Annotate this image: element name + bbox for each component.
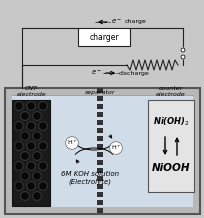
Text: CNT-
electrode: CNT- electrode	[17, 86, 47, 97]
Circle shape	[22, 153, 28, 159]
Text: $e^-$: $e^-$	[90, 68, 102, 77]
Text: H$^+$: H$^+$	[110, 143, 121, 152]
Circle shape	[40, 183, 45, 189]
Circle shape	[16, 123, 22, 129]
Circle shape	[28, 123, 34, 129]
Bar	[96, 104, 102, 109]
Circle shape	[16, 163, 22, 169]
Circle shape	[28, 103, 34, 109]
Bar	[96, 144, 102, 149]
Text: discharge: discharge	[118, 70, 149, 75]
Text: Ni(OH)$_2$: Ni(OH)$_2$	[152, 116, 188, 128]
Text: separator: separator	[84, 90, 115, 95]
Bar	[96, 184, 102, 189]
Circle shape	[34, 193, 40, 199]
Bar	[96, 192, 102, 197]
Bar	[96, 176, 102, 181]
Circle shape	[180, 55, 184, 59]
Text: counter
electrode: counter electrode	[155, 86, 185, 97]
Bar	[96, 168, 102, 173]
Bar	[96, 120, 102, 125]
Text: H$^+$: H$^+$	[66, 139, 77, 147]
Circle shape	[34, 133, 40, 139]
Circle shape	[28, 163, 34, 169]
Circle shape	[22, 113, 28, 119]
Text: $e^-$: $e^-$	[110, 18, 122, 26]
Bar	[96, 136, 102, 141]
Bar	[12, 100, 50, 206]
Circle shape	[16, 143, 22, 149]
Bar	[96, 208, 102, 213]
Circle shape	[180, 48, 184, 52]
Text: charge: charge	[124, 19, 146, 24]
Circle shape	[16, 183, 22, 189]
Circle shape	[40, 163, 45, 169]
Circle shape	[22, 133, 28, 139]
Bar	[96, 200, 102, 205]
Bar	[96, 96, 102, 101]
Bar	[96, 88, 102, 93]
Text: NiOOH: NiOOH	[151, 163, 189, 173]
Bar	[96, 152, 102, 157]
Circle shape	[28, 143, 34, 149]
Circle shape	[34, 153, 40, 159]
Circle shape	[40, 143, 45, 149]
Text: charger: charger	[89, 32, 118, 41]
Bar	[96, 160, 102, 165]
Bar	[12, 95, 192, 207]
Bar	[96, 112, 102, 117]
Bar	[96, 128, 102, 133]
Bar	[147, 100, 193, 192]
Circle shape	[16, 103, 22, 109]
Circle shape	[40, 103, 45, 109]
Bar	[78, 28, 129, 46]
Circle shape	[40, 123, 45, 129]
Bar	[5, 88, 199, 214]
Circle shape	[28, 183, 34, 189]
Circle shape	[22, 173, 28, 179]
Circle shape	[34, 173, 40, 179]
Circle shape	[22, 193, 28, 199]
Circle shape	[34, 113, 40, 119]
Text: 6M KOH solution
(Electrolyte): 6M KOH solution (Electrolyte)	[61, 171, 119, 185]
